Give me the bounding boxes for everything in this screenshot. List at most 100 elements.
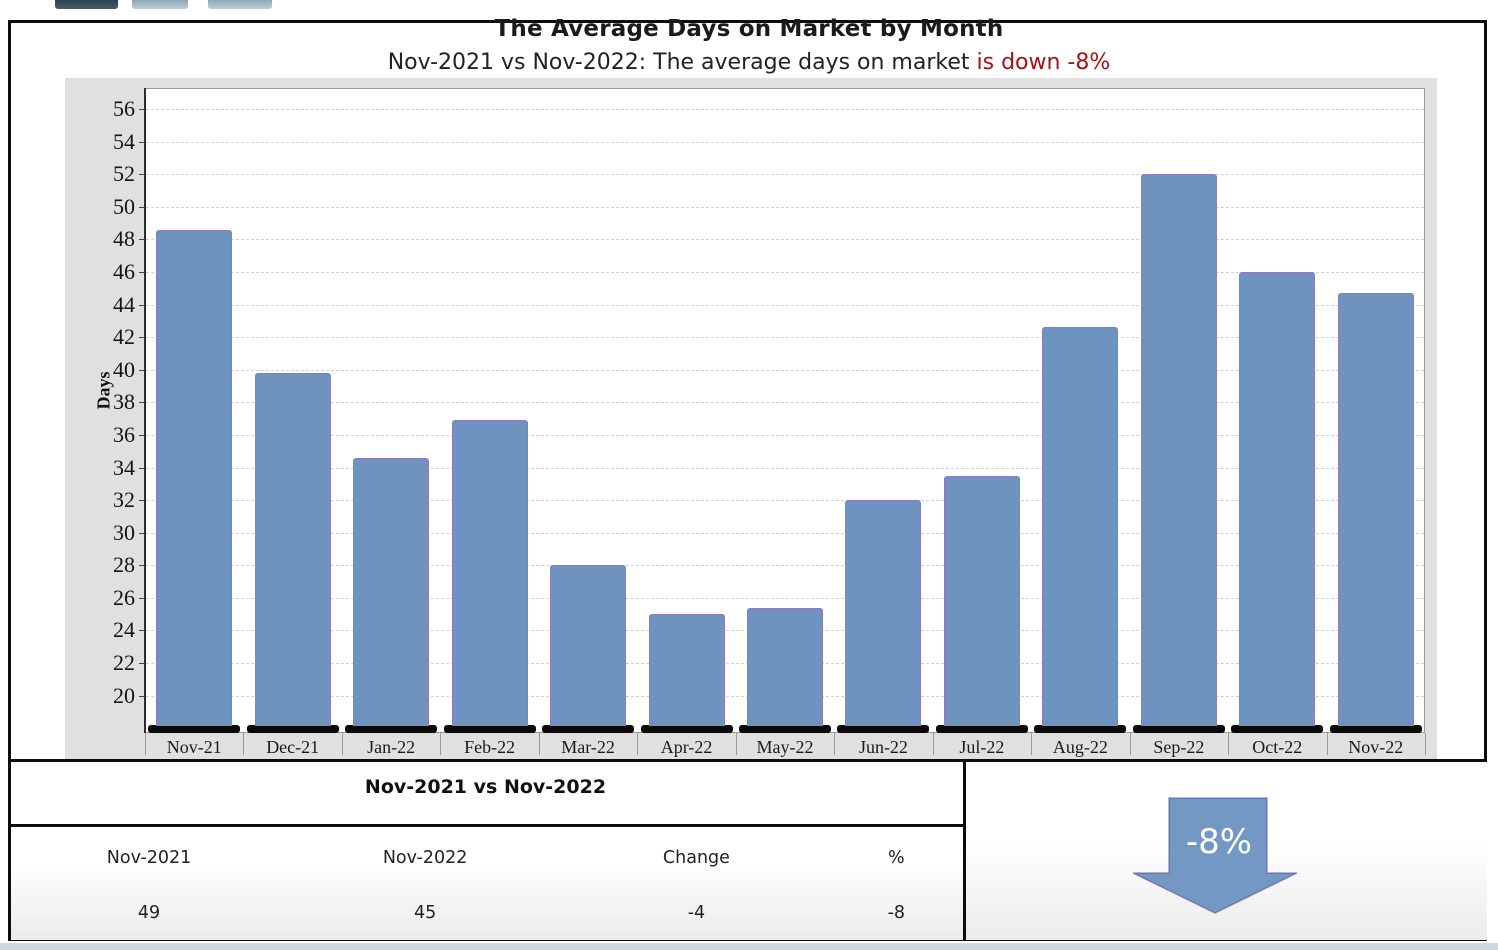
y-axis-tick — [139, 597, 146, 599]
bar-shadow-base — [1034, 725, 1127, 733]
y-axis-line — [144, 88, 146, 733]
gridline — [146, 141, 1424, 143]
y-tick-label: 32 — [113, 487, 135, 513]
bar — [1140, 174, 1217, 726]
indicator-percentage: -8% — [1185, 822, 1253, 862]
value-percent: -8 — [887, 903, 906, 923]
gridline — [146, 434, 1424, 436]
bar — [353, 457, 430, 726]
gridline — [146, 597, 1424, 599]
toolbar-button-3[interactable] — [208, 0, 272, 9]
y-tick-label: 20 — [113, 682, 135, 708]
summary-table-value-row: 49 45 -4 -8 — [11, 903, 963, 923]
y-axis-tick — [139, 141, 146, 143]
x-axis-tick — [637, 733, 639, 755]
gridline — [146, 337, 1424, 339]
bar-shadow-base — [739, 725, 831, 733]
y-tick-label: 34 — [113, 454, 135, 480]
y-axis-tick — [139, 467, 146, 469]
summary-table-header-divider — [8, 824, 963, 827]
summary-table-title: Nov-2021 vs Nov-2022 — [364, 776, 607, 798]
y-axis-tick — [139, 662, 146, 664]
bar-shadow-base — [1132, 725, 1225, 733]
column-header-change: Change — [662, 848, 730, 868]
y-tick-label: 50 — [113, 193, 135, 219]
x-tick-label: Jan-22 — [367, 737, 416, 757]
down-arrow-icon — [1132, 797, 1298, 914]
bar — [648, 614, 725, 726]
bar — [550, 565, 627, 726]
value-change: -4 — [687, 903, 706, 923]
bar — [254, 373, 331, 726]
y-tick-label: 44 — [113, 291, 135, 317]
x-axis-tick — [1129, 733, 1131, 755]
x-tick-label: Sep-22 — [1153, 737, 1205, 757]
x-axis-tick — [1031, 733, 1033, 755]
gridline — [146, 402, 1424, 404]
x-axis-tick — [1326, 733, 1328, 755]
y-axis-tick — [139, 532, 146, 534]
gridline — [146, 565, 1424, 567]
x-axis-tick — [1228, 733, 1230, 755]
bar-shadow-base — [837, 725, 930, 733]
x-tick-label: Jul-22 — [959, 737, 1005, 757]
y-axis-tick — [139, 402, 146, 404]
column-header-nov-2022: Nov-2022 — [382, 848, 468, 868]
x-axis-tick — [538, 733, 540, 755]
y-tick-label: 26 — [113, 584, 135, 610]
y-tick-label: 40 — [113, 356, 135, 382]
x-axis-tick — [145, 733, 146, 755]
x-tick-label: Apr-22 — [660, 737, 713, 757]
bottom-section-divider — [8, 759, 1487, 762]
gridline — [146, 206, 1424, 208]
summary-table-column-row: Nov-2021 Nov-2022 Change % — [11, 848, 963, 868]
y-axis-tick — [139, 109, 146, 111]
y-tick-label: 52 — [113, 161, 135, 187]
bar — [1337, 293, 1414, 726]
x-tick-label: Nov-22 — [1348, 737, 1404, 757]
y-tick-label: 56 — [113, 96, 135, 122]
bar-shadow-base — [1329, 725, 1422, 733]
gridline — [146, 272, 1424, 274]
x-tick-label: Jun-22 — [858, 737, 908, 757]
x-axis-tick — [834, 733, 836, 755]
x-tick-label: Aug-22 — [1052, 737, 1108, 757]
y-axis-tick — [139, 630, 146, 632]
bar — [1239, 272, 1316, 726]
y-tick-label: 42 — [113, 324, 135, 350]
y-axis-tick — [139, 695, 146, 697]
y-tick-label: 24 — [113, 617, 135, 643]
y-tick-label: 22 — [113, 649, 135, 675]
gridline — [146, 239, 1424, 241]
toolbar-button-1[interactable] — [55, 0, 118, 9]
x-tick-label: Feb-22 — [464, 737, 516, 757]
x-axis-tick — [1425, 733, 1426, 755]
x-tick-label: Oct-22 — [1252, 737, 1303, 757]
value-nov-2022: 45 — [413, 903, 437, 923]
toolbar-button-2[interactable] — [132, 0, 188, 9]
bar — [156, 229, 233, 726]
x-tick-label: Mar-22 — [561, 737, 615, 757]
page-subtitle: Nov-2021 vs Nov-2022: The average days o… — [0, 50, 1498, 75]
x-tick-label: Nov-21 — [166, 737, 222, 757]
bar-shadow-base — [148, 725, 241, 733]
y-tick-label: 48 — [113, 226, 135, 252]
y-axis-tick — [139, 565, 146, 567]
y-tick-label: 28 — [113, 552, 135, 578]
y-tick-label: 46 — [113, 259, 135, 285]
bar-shadow-base — [935, 725, 1028, 733]
bar-shadow-base — [640, 725, 733, 733]
bar-shadow-base — [443, 725, 536, 733]
column-header-percent: % — [888, 848, 905, 868]
gridline — [146, 467, 1424, 469]
bar — [1042, 327, 1119, 726]
x-axis-tick — [932, 733, 934, 755]
x-axis-tick — [440, 733, 442, 755]
y-axis-tick — [139, 304, 146, 306]
bar — [845, 500, 922, 726]
gridline — [146, 532, 1424, 534]
y-axis-tick — [139, 369, 146, 371]
x-tick-label: May-22 — [756, 737, 814, 757]
y-axis-tick — [139, 337, 146, 339]
x-axis-tick — [243, 733, 245, 755]
